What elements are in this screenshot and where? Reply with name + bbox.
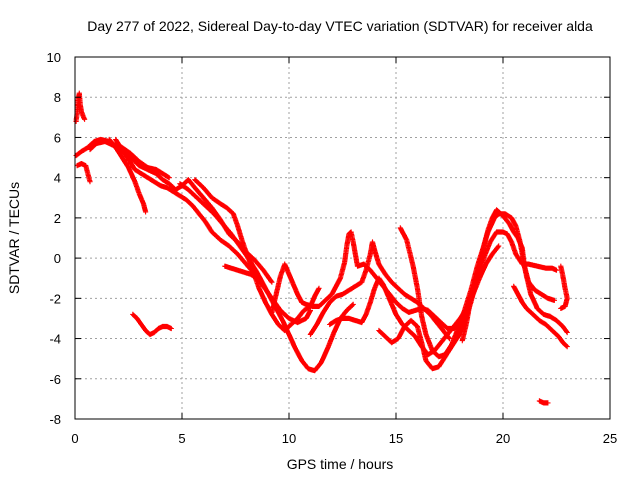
data-point-markers — [307, 239, 453, 342]
y-tick-label: -6 — [49, 372, 61, 387]
chart-title: Day 277 of 2022, Sidereal Day-to-day VTE… — [87, 18, 593, 34]
series-arc-13 — [459, 207, 570, 344]
data-point-markers — [192, 177, 322, 334]
x-tick-label: 20 — [496, 431, 510, 446]
series-arc-7 — [222, 263, 260, 281]
data-point-markers — [222, 263, 260, 281]
y-tick-label: 2 — [54, 211, 61, 226]
series-arc-17 — [536, 398, 551, 406]
data-point-markers — [511, 283, 570, 350]
y-tick-label: 8 — [54, 90, 61, 105]
y-tick-label: -2 — [49, 291, 61, 306]
series-arc-16 — [130, 311, 174, 338]
grid-lines — [75, 57, 610, 419]
y-tick-label: -4 — [49, 332, 61, 347]
series-arc-3 — [106, 136, 149, 215]
y-tick-label: 6 — [54, 130, 61, 145]
series-arc-14 — [511, 283, 570, 350]
data-point-markers — [130, 311, 174, 338]
data-point-markers — [459, 207, 570, 344]
data-point-markers — [558, 263, 570, 311]
y-tick-label: 10 — [47, 50, 61, 65]
series-arc-19 — [74, 161, 93, 185]
series-arc-15 — [558, 263, 570, 311]
x-tick-label: 0 — [71, 431, 78, 446]
x-axis-label: GPS time / hours — [287, 456, 394, 472]
data-points — [73, 90, 570, 406]
series-arc-18 — [73, 90, 88, 124]
data-point-markers — [74, 161, 93, 185]
x-tick-label: 10 — [282, 431, 296, 446]
y-tick-label: 4 — [54, 171, 61, 186]
series-arc-6 — [192, 177, 322, 334]
x-tick-label: 5 — [178, 431, 185, 446]
plot-frame — [74, 56, 611, 420]
x-tick-label: 25 — [603, 431, 617, 446]
data-point-markers — [536, 398, 551, 406]
data-point-markers — [73, 90, 88, 124]
series-arc-9 — [307, 239, 453, 342]
y-axis-label: SDTVAR / TECUs — [6, 182, 22, 294]
data-point-markers — [376, 229, 560, 372]
y-tick-label: 0 — [54, 251, 61, 266]
axis-ticks: 0 5 10 15 20 25 -8 -6 -4 -2 0 2 4 6 8 10 — [47, 50, 618, 446]
x-tick-label: 15 — [389, 431, 403, 446]
data-point-markers — [106, 136, 149, 215]
y-tick-label: -8 — [49, 412, 61, 427]
series-arc-11 — [376, 229, 560, 372]
